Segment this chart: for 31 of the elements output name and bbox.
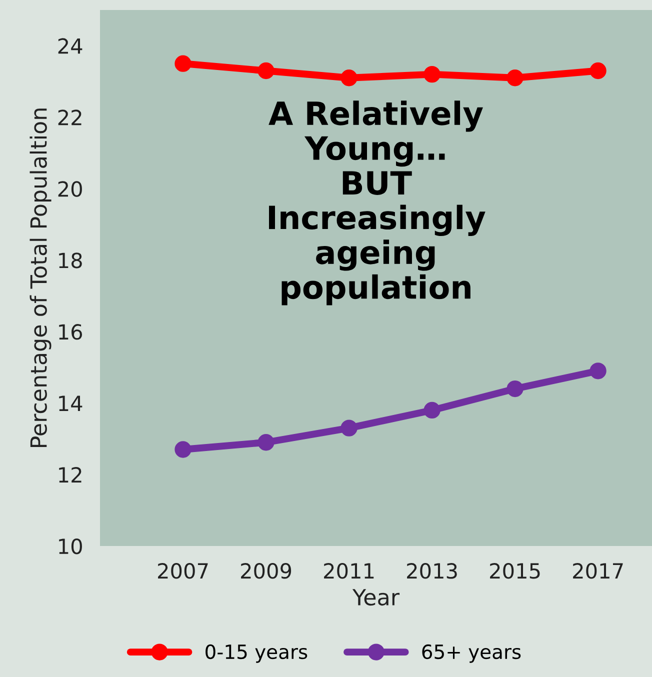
point [174,55,192,72]
y-axis-title: Percentage of Total Populaltion [30,108,52,448]
point [424,402,440,419]
x-tick-label: 2007 [158,563,208,579]
x-axis-title: Year [352,589,400,606]
x-tick-label: 2017 [573,563,623,579]
y-tick-label: 10 [59,538,82,554]
y-tick-label: 22 [58,110,82,126]
x-tick-label: 2015 [490,563,540,579]
legend-label: 65+ years [422,644,521,663]
point [506,380,524,398]
point [340,70,358,86]
point [590,362,606,380]
point [424,66,440,83]
point [506,70,524,86]
point [258,62,274,80]
y-tick-label: 20 [58,181,82,197]
y-tick-label: 16 [59,324,82,340]
y-tick-label: 24 [58,38,82,54]
point [258,434,274,451]
y-tick-label: 12 [59,466,82,482]
x-tick-label: 2009 [241,563,292,579]
point [174,441,192,458]
point [590,62,606,80]
x-tick-label: 2011 [324,563,374,579]
y-tick-label: 14 [59,396,82,411]
point [340,420,358,436]
annotation: A Relatively Young… BUT Increasingly ageing population [268,100,486,306]
legend-label: 0-15 years [206,644,308,663]
y-tick-label: 18 [59,252,82,268]
x-tick-label: 2013 [407,563,457,579]
